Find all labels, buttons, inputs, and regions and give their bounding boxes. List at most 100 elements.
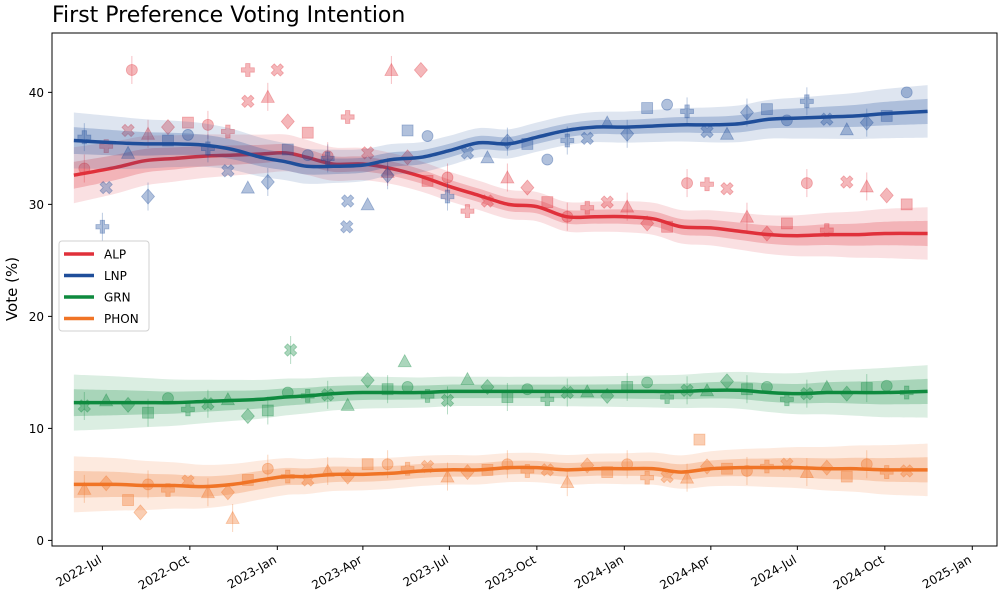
lnp-poll-point — [401, 124, 414, 137]
legend-box — [58, 240, 150, 332]
plot-frame — [51, 32, 998, 547]
alp-poll-point — [500, 170, 515, 184]
grn-poll-point — [360, 372, 375, 389]
lnp-poll-point — [421, 130, 434, 142]
lnp-poll-point — [641, 102, 654, 114]
phon-poll-point — [220, 484, 235, 501]
grn-poll-point — [401, 381, 414, 393]
phon-poll-point — [799, 464, 815, 478]
lnp-poll-point — [480, 149, 495, 164]
alp-poll-point — [879, 187, 894, 204]
lnp-poll-point — [560, 133, 575, 148]
lnp-poll-point — [900, 86, 913, 99]
grn-poll-point — [240, 407, 255, 425]
alp-poll-point — [380, 164, 395, 178]
phon-poll-point — [640, 470, 655, 485]
phon-poll-point — [261, 462, 274, 475]
lnp-poll-point — [340, 194, 355, 208]
alp-poll-point — [780, 217, 793, 230]
lnp-polls — [77, 86, 913, 241]
lnp-poll-point — [281, 143, 294, 156]
lnp-poll-point — [839, 121, 854, 136]
alp-poll-point — [541, 196, 554, 209]
alp-poll-point — [121, 123, 135, 138]
alp-poll-point — [125, 64, 138, 76]
lnp-poll-point — [880, 109, 893, 122]
phon-poll-point — [840, 470, 853, 483]
lnp-trend-line — [73, 109, 928, 169]
phon-poll-point — [133, 504, 148, 521]
grn-poll-point — [142, 406, 154, 419]
alp-poll-point — [260, 89, 275, 103]
grn-poll-point — [381, 383, 394, 396]
legend-label-alp: ALP — [104, 248, 126, 262]
phon-poll-point — [225, 510, 240, 524]
phon-poll-point — [381, 458, 394, 471]
series-alp — [73, 55, 928, 260]
lnp-poll-point — [541, 153, 554, 166]
lnp-poll-point — [380, 167, 395, 184]
grn-inner-band — [73, 378, 928, 417]
lnp-poll-point — [661, 98, 674, 111]
alp-poll-point — [441, 171, 454, 184]
series-phon — [73, 433, 928, 532]
alp-inner-band — [73, 143, 928, 247]
grn-poll-point — [660, 390, 675, 404]
grn-poll-point — [397, 353, 412, 368]
lnp-poll-point — [680, 104, 694, 119]
grn-poll-point — [880, 379, 893, 392]
alp-trend-line — [73, 150, 928, 238]
phon-poll-point — [400, 461, 415, 476]
alp-poll-point — [220, 124, 235, 139]
alp-poll-point — [270, 63, 285, 77]
lnp-poll-point — [140, 188, 156, 205]
lnp-poll-point — [301, 149, 314, 161]
grn-poll-point — [641, 376, 654, 389]
grn-poll-point — [261, 404, 274, 417]
phon-poll-point — [361, 458, 374, 471]
y-axis-label: Vote (%) — [3, 257, 21, 321]
y-tick-label: 10 — [29, 422, 44, 436]
lnp-poll-point — [162, 134, 174, 147]
alp-poll-point — [600, 195, 614, 209]
legend-label-phon: PHON — [104, 312, 139, 326]
lnp-poll-point — [580, 131, 594, 146]
grn-poll-point — [540, 392, 555, 407]
phon-poll-point — [693, 433, 706, 446]
lnp-poll-point — [95, 219, 110, 234]
lnp-poll-point — [719, 126, 735, 140]
grn-poll-point — [501, 391, 514, 403]
y-tick-label: 40 — [29, 86, 44, 100]
alp-poll-point — [739, 209, 755, 223]
alp-poll-point — [620, 199, 635, 213]
phon-poll-point — [440, 469, 455, 483]
grn-outer-band — [73, 365, 928, 431]
alp-poll-point — [240, 63, 255, 77]
alp-poll-point — [413, 61, 428, 79]
grn-poll-point — [779, 392, 794, 407]
series-lnp — [73, 85, 928, 241]
legend-label-lnp: LNP — [104, 269, 127, 283]
legend-label-grn: GRN — [104, 291, 131, 305]
phon-poll-point — [560, 474, 575, 489]
lnp-poll-point — [739, 104, 754, 121]
phon-poll-point — [77, 481, 92, 495]
lnp-poll-point — [120, 145, 136, 159]
plot-area — [73, 55, 928, 532]
y-tick-label: 0 — [36, 534, 44, 548]
alp-poll-point — [720, 181, 734, 196]
lnp-poll-point — [77, 130, 92, 145]
phon-poll-point — [679, 470, 695, 484]
alp-poll-point — [202, 118, 214, 131]
alp-poll-point — [140, 126, 156, 140]
alp-poll-point — [520, 179, 535, 196]
alp-poll-point — [800, 177, 813, 189]
lnp-poll-point — [182, 129, 194, 141]
lnp-poll-point — [360, 197, 375, 211]
chart-title: First Preference Voting Intention — [52, 3, 405, 28]
series-grn — [73, 335, 928, 431]
phon-outer-band — [73, 443, 928, 513]
lnp-outer-band — [73, 85, 928, 184]
